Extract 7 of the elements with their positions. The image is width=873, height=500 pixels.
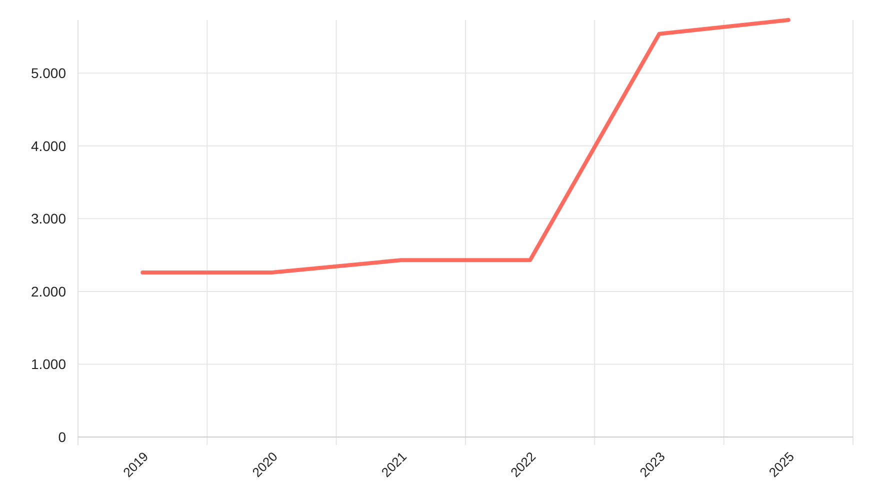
y-tick-label: 0	[58, 428, 66, 445]
y-tick-label: 3.000	[30, 210, 66, 227]
y-tick-label: 2.000	[30, 283, 66, 300]
y-tick-label: 4.000	[30, 138, 66, 154]
y-tick-label: 1.000	[30, 356, 66, 372]
y-tick-label: 5.000	[30, 65, 66, 82]
line-series	[140, 18, 790, 275]
